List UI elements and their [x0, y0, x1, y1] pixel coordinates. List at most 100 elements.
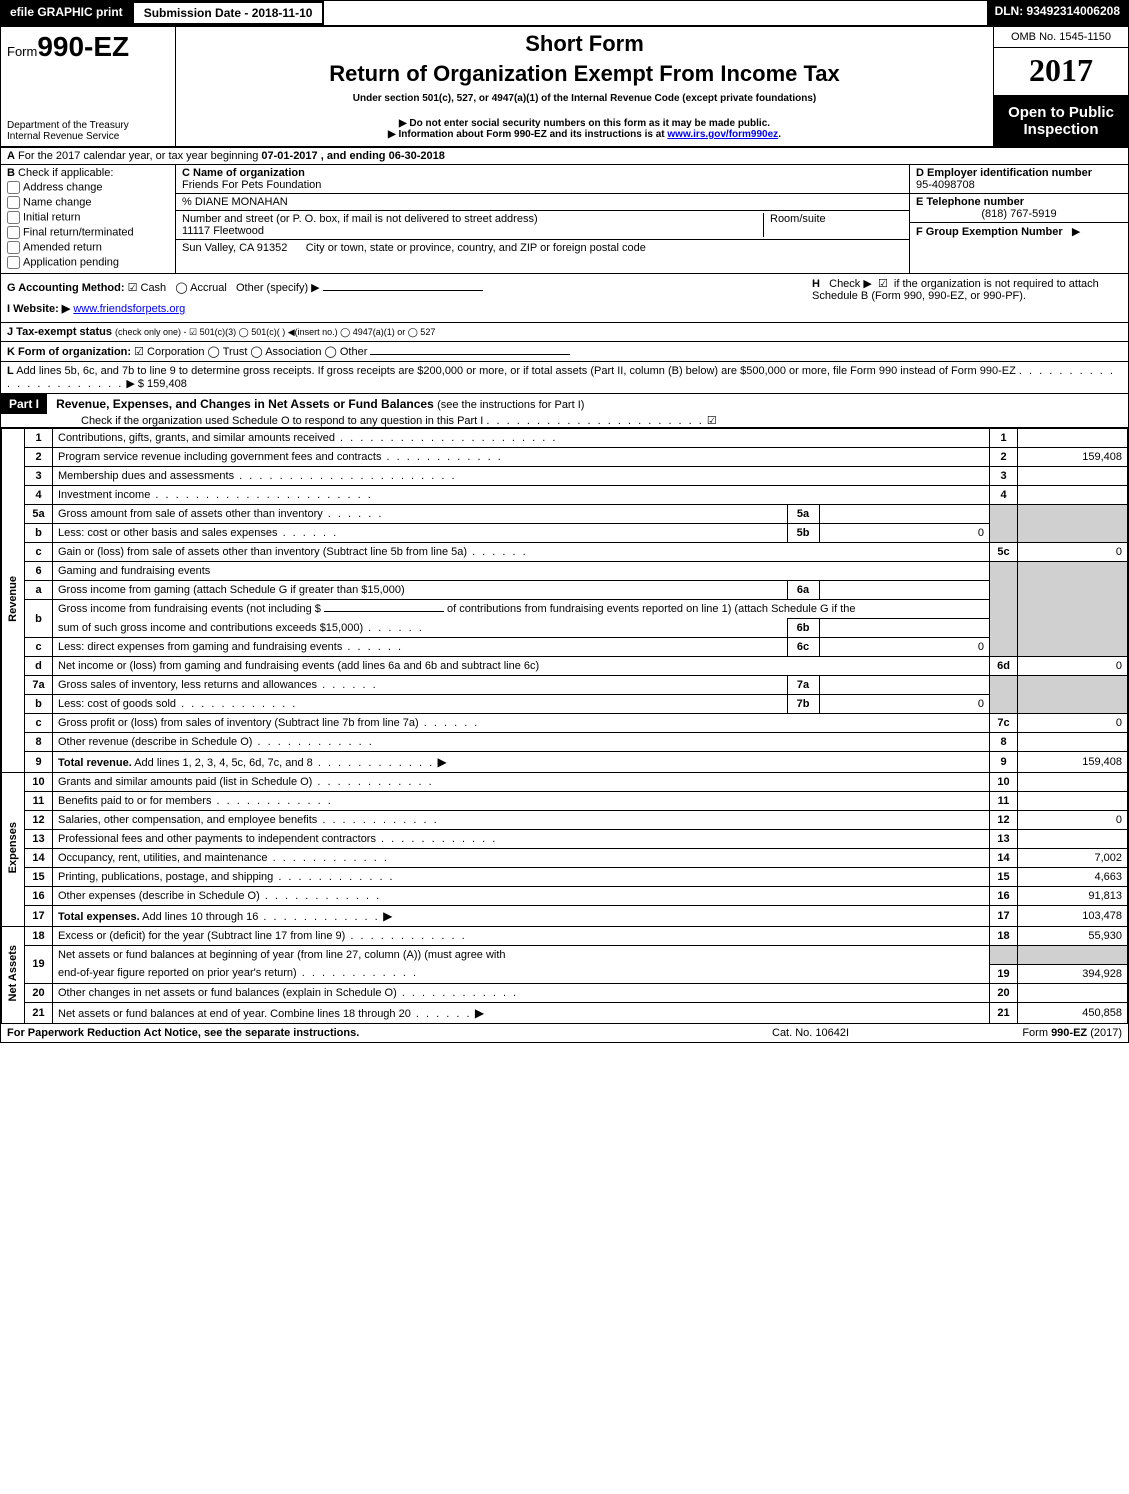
- return-title: Return of Organization Exempt From Incom…: [182, 61, 987, 87]
- table-row: 20 Other changes in net assets or fund b…: [2, 983, 1128, 1002]
- addr-label: Number and street (or P. O. box, if mail…: [182, 213, 538, 225]
- table-row: c Gross profit or (loss) from sales of i…: [2, 714, 1128, 733]
- check-name-change[interactable]: Name change: [7, 196, 169, 209]
- right-num: 15: [990, 868, 1018, 887]
- line-num: 9: [25, 752, 53, 773]
- table-row: b Less: cost or other basis and sales ex…: [2, 524, 1128, 543]
- table-row: 17 Total expenses. Add lines 10 through …: [2, 906, 1128, 927]
- care-of: % DIANE MONAHAN: [182, 196, 288, 208]
- line-value: [1018, 983, 1128, 1002]
- line-num: 13: [25, 830, 53, 849]
- g-accounting-method: G Accounting Method: ☑ Cash ◯ Accrual Ot…: [7, 277, 812, 319]
- h-letter: H: [812, 278, 820, 290]
- lbl-initial-return: Initial return: [23, 211, 80, 223]
- row-k: K Form of organization: ☑ Corporation ◯ …: [1, 342, 1128, 362]
- b-label: Check if applicable:: [18, 167, 113, 179]
- line-desc: Professional fees and other payments to …: [53, 830, 990, 849]
- checkbox-amended-return[interactable]: [7, 241, 20, 254]
- info-text: ▶ Information about Form 990-EZ and its …: [388, 129, 667, 140]
- line-value: 0: [1018, 811, 1128, 830]
- line-num: b: [25, 600, 53, 638]
- info-link[interactable]: www.irs.gov/form990ez: [667, 129, 778, 140]
- grey-cell: [1018, 562, 1128, 657]
- line-value: [1018, 733, 1128, 752]
- g-accrual: Accrual: [190, 282, 227, 294]
- form-header: Form990-EZ Department of the Treasury In…: [1, 27, 1128, 148]
- line-num: 6: [25, 562, 53, 581]
- line-num: 18: [25, 927, 53, 946]
- sub-value: 0: [819, 695, 989, 713]
- line-desc: Less: cost or other basis and sales expe…: [53, 524, 990, 543]
- table-row: 5a Gross amount from sale of assets othe…: [2, 505, 1128, 524]
- line-num: c: [25, 543, 53, 562]
- form-prefix: Form: [7, 44, 37, 59]
- checkbox-name-change[interactable]: [7, 196, 20, 209]
- c-addr-cell: Number and street (or P. O. box, if mail…: [176, 211, 909, 240]
- line-desc: Salaries, other compensation, and employ…: [53, 811, 990, 830]
- c-co-cell: % DIANE MONAHAN: [176, 194, 909, 211]
- column-b: B Check if applicable: Address change Na…: [1, 165, 176, 273]
- line-num: 1: [25, 429, 53, 448]
- c-city-cell: Sun Valley, CA 91352 City or town, state…: [176, 240, 909, 256]
- checkbox-address-change[interactable]: [7, 181, 20, 194]
- info-about: ▶ Information about Form 990-EZ and its …: [182, 129, 987, 140]
- checkbox-initial-return[interactable]: [7, 211, 20, 224]
- line-desc: Investment income: [53, 486, 990, 505]
- right-num: 16: [990, 887, 1018, 906]
- check-amended-return[interactable]: Amended return: [7, 241, 169, 254]
- line-value: [1018, 429, 1128, 448]
- check-address-change[interactable]: Address change: [7, 181, 169, 194]
- dept-line2: Internal Revenue Service: [7, 131, 119, 142]
- checkbox-application-pending[interactable]: [7, 256, 20, 269]
- website-link[interactable]: www.friendsforpets.org: [73, 303, 185, 315]
- check-final-return[interactable]: Final return/terminated: [7, 226, 169, 239]
- line-desc: Program service revenue including govern…: [53, 448, 990, 467]
- efile-print-button[interactable]: efile GRAPHIC print: [1, 1, 132, 25]
- dept-line1: Department of the Treasury: [7, 120, 129, 131]
- l-text: Add lines 5b, 6c, and 7b to line 9 to de…: [16, 365, 1016, 377]
- line-value: 394,928: [1018, 964, 1128, 983]
- line-desc: Gross sales of inventory, less returns a…: [53, 676, 990, 695]
- line-desc: Printing, publications, postage, and shi…: [53, 868, 990, 887]
- revenue-side-label: Revenue: [2, 429, 25, 773]
- netassets-side-label: Net Assets: [2, 927, 25, 1024]
- table-row: 2 Program service revenue including gove…: [2, 448, 1128, 467]
- lbl-amended-return: Amended return: [23, 241, 102, 253]
- column-d-e-f: D Employer identification number 95-4098…: [910, 165, 1128, 273]
- ein: 95-4098708: [916, 179, 975, 191]
- line-desc: Excess or (deficit) for the year (Subtra…: [53, 927, 990, 946]
- line-desc: Gross profit or (loss) from sales of inv…: [53, 714, 990, 733]
- line-num: 2: [25, 448, 53, 467]
- short-form-title: Short Form: [182, 31, 987, 57]
- line-desc: sum of such gross income and contributio…: [53, 618, 990, 638]
- line-desc: Other expenses (describe in Schedule O): [53, 887, 990, 906]
- line-value: 159,408: [1018, 752, 1128, 773]
- line-a: A For the 2017 calendar year, or tax yea…: [1, 148, 1128, 165]
- dln-label: DLN: 93492314006208: [987, 1, 1128, 25]
- right-num: 3: [990, 467, 1018, 486]
- do-not-enter: ▶ Do not enter social security numbers o…: [182, 118, 987, 129]
- line-value: 0: [1018, 657, 1128, 676]
- line-a-text2: , and ending: [321, 150, 389, 162]
- header-middle: Short Form Return of Organization Exempt…: [176, 27, 993, 146]
- table-row: a Gross income from gaming (attach Sched…: [2, 581, 1128, 600]
- d-label: D Employer identification number: [916, 167, 1092, 179]
- open-to-public: Open to Public Inspection: [994, 96, 1128, 146]
- sub-value: [819, 505, 989, 523]
- table-row: Revenue 1 Contributions, gifts, grants, …: [2, 429, 1128, 448]
- check-initial-return[interactable]: Initial return: [7, 211, 169, 224]
- check-application-pending[interactable]: Application pending: [7, 256, 169, 269]
- right-num: 13: [990, 830, 1018, 849]
- footer-mid: Cat. No. 10642I: [772, 1027, 972, 1039]
- line-value: 450,858: [1018, 1002, 1128, 1023]
- checkbox-final-return[interactable]: [7, 226, 20, 239]
- line-desc: Net assets or fund balances at beginning…: [53, 946, 990, 965]
- lbl-application-pending: Application pending: [23, 256, 119, 268]
- line-a-text1: For the 2017 calendar year, or tax year …: [18, 150, 261, 162]
- part-i-title-text: Revenue, Expenses, and Changes in Net As…: [56, 397, 434, 411]
- spacer: [324, 1, 986, 25]
- line-value: 7,002: [1018, 849, 1128, 868]
- part-i-paren: (see the instructions for Part I): [437, 399, 584, 411]
- right-num: 19: [990, 964, 1018, 983]
- k-label: K Form of organization:: [7, 346, 131, 358]
